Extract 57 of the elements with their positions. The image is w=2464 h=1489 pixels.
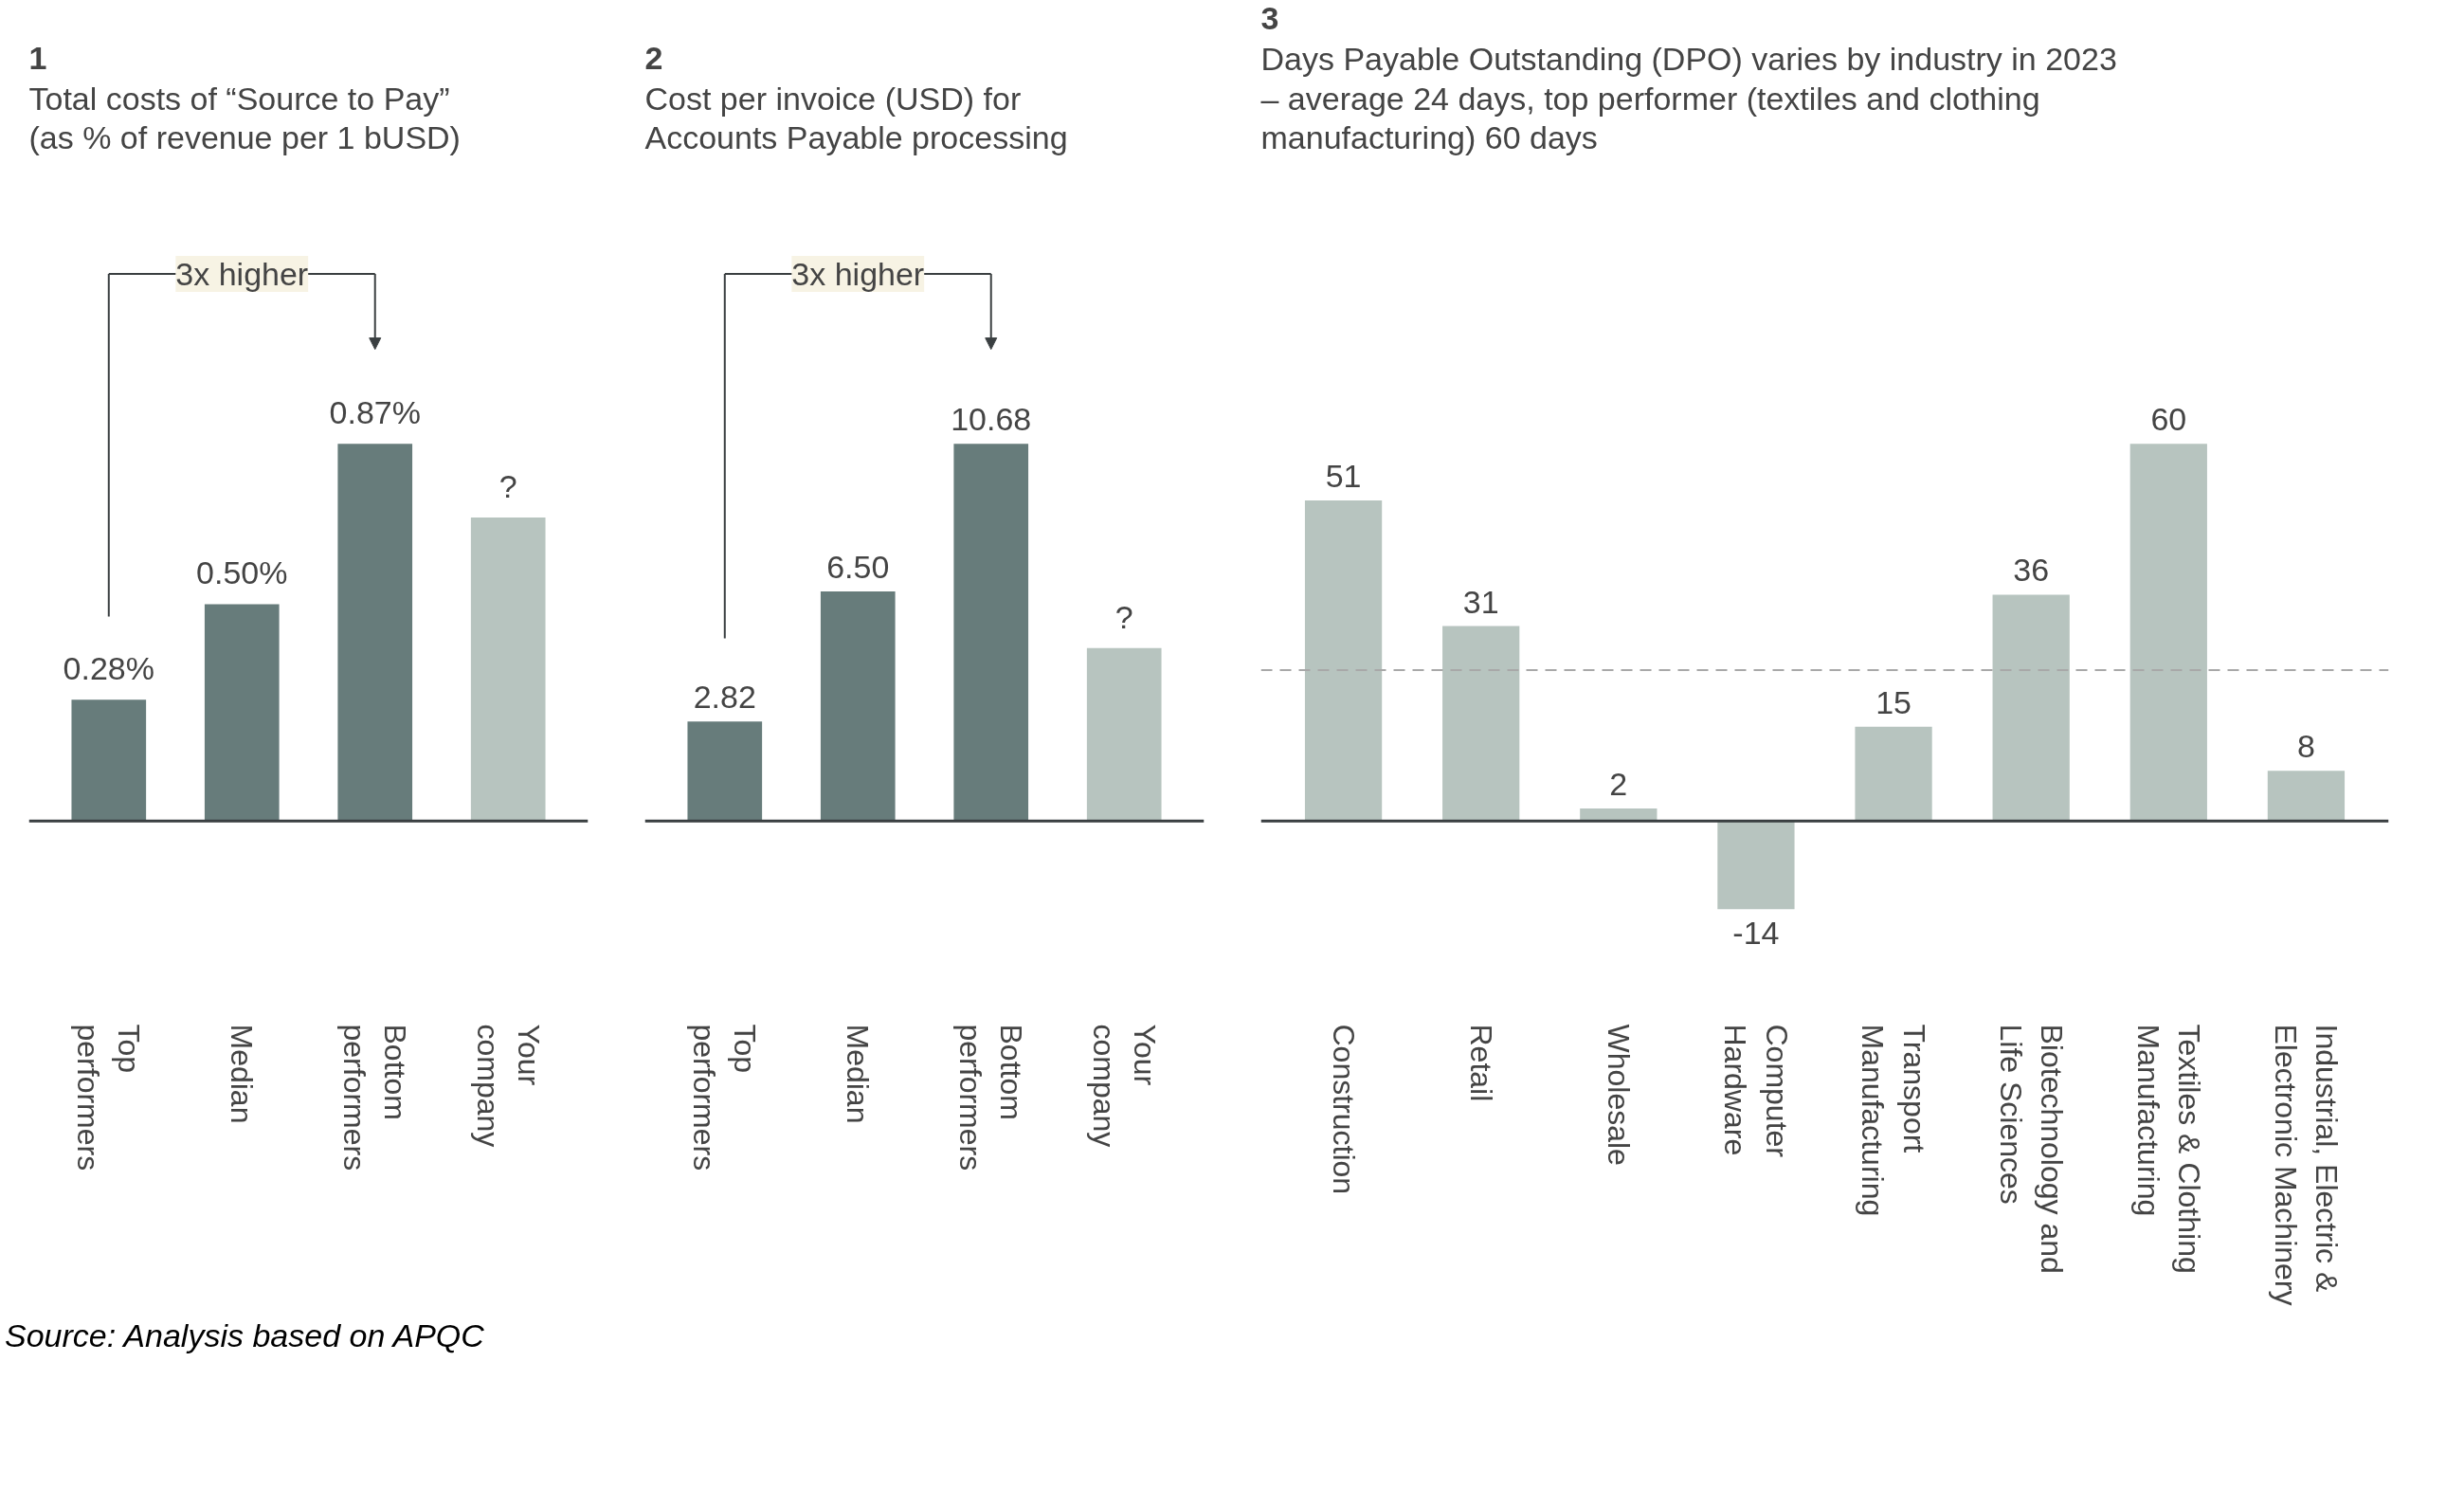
- text: 3x higher: [175, 255, 309, 292]
- bar: [820, 591, 896, 822]
- x-tick-label: Biotechnology and Life Sciences: [1993, 1024, 2069, 1274]
- data-label: 8: [2296, 728, 2315, 765]
- x-tick-label: Retail: [1463, 1024, 1498, 1102]
- bar: [204, 604, 280, 822]
- data-label: 31: [1462, 583, 1499, 620]
- data-label: 6.50: [826, 549, 890, 585]
- data-label: ?: [498, 467, 517, 504]
- data-label: 2: [1609, 766, 1628, 803]
- x-tick-label: Industrial, Electric & Electronic Machinery: [2268, 1024, 2345, 1306]
- data-label: 36: [2013, 552, 2050, 589]
- chart-subtitle: Total costs of “Source to Pay” (as % of revenue per 1 bUSD): [28, 80, 461, 156]
- data-label: 10.68: [951, 401, 1032, 438]
- bar: [470, 517, 546, 822]
- data-label: 51: [1325, 457, 1362, 494]
- x-tick-label: Top performers: [71, 1024, 147, 1171]
- bar: [1304, 499, 1383, 822]
- bar: [1442, 626, 1520, 822]
- data-label: 2.82: [693, 679, 756, 716]
- x-tick-label: Your company: [470, 1024, 546, 1148]
- x-tick-label: Computer Hardware: [1718, 1024, 1794, 1158]
- x-tick-label: Transport Manufacturing: [1856, 1024, 1931, 1217]
- data-label: ?: [1114, 598, 1133, 635]
- text: 3x higher: [791, 255, 925, 292]
- chart-subtitle: Cost per invoice (USD) for Accounts Payable processing: [644, 80, 1068, 156]
- data-label: -14: [1732, 915, 1780, 952]
- chart-subtitle: Days Payable Outstanding (DPO) varies by industry in 2023 – average 24 days, top performer (textiles and clothing manufacturing) 60 days: [1260, 40, 2117, 156]
- x-tick-label: Bottom performers: [337, 1024, 413, 1171]
- bar: [1086, 647, 1162, 822]
- x-tick-label: Wholesale: [1601, 1024, 1636, 1166]
- bar: [2129, 444, 2207, 822]
- bar: [1855, 726, 1932, 822]
- x-tick-label: Your company: [1086, 1024, 1162, 1148]
- data-label: 0.50%: [196, 554, 288, 591]
- x-tick-label: Construction: [1326, 1024, 1361, 1195]
- x-tick-label: Median: [841, 1024, 876, 1124]
- chart-title: 2: [644, 39, 663, 76]
- bar: [687, 721, 763, 822]
- bar: [2267, 771, 2346, 822]
- bar: [71, 699, 147, 822]
- data-label: 60: [2150, 401, 2187, 438]
- x-tick-label: Top performers: [687, 1024, 763, 1171]
- chart-title: 3: [1260, 0, 1279, 36]
- x-tick-label: Bottom performers: [953, 1024, 1029, 1171]
- data-label: 0.87%: [329, 394, 421, 431]
- data-label: 0.28%: [63, 650, 154, 687]
- x-tick-label: Textiles & Clothing Manufacturing: [2130, 1024, 2206, 1274]
- bar: [1717, 821, 1795, 910]
- data-label: 15: [1875, 683, 1911, 720]
- bar: [953, 444, 1029, 822]
- source-note: Source: Analysis based on APQC: [5, 1316, 484, 1355]
- x-tick-label: Median: [225, 1024, 260, 1124]
- bar: [337, 444, 413, 822]
- bar: [1580, 808, 1658, 822]
- bar: [1992, 594, 2070, 822]
- chart-title: 1: [28, 39, 47, 76]
